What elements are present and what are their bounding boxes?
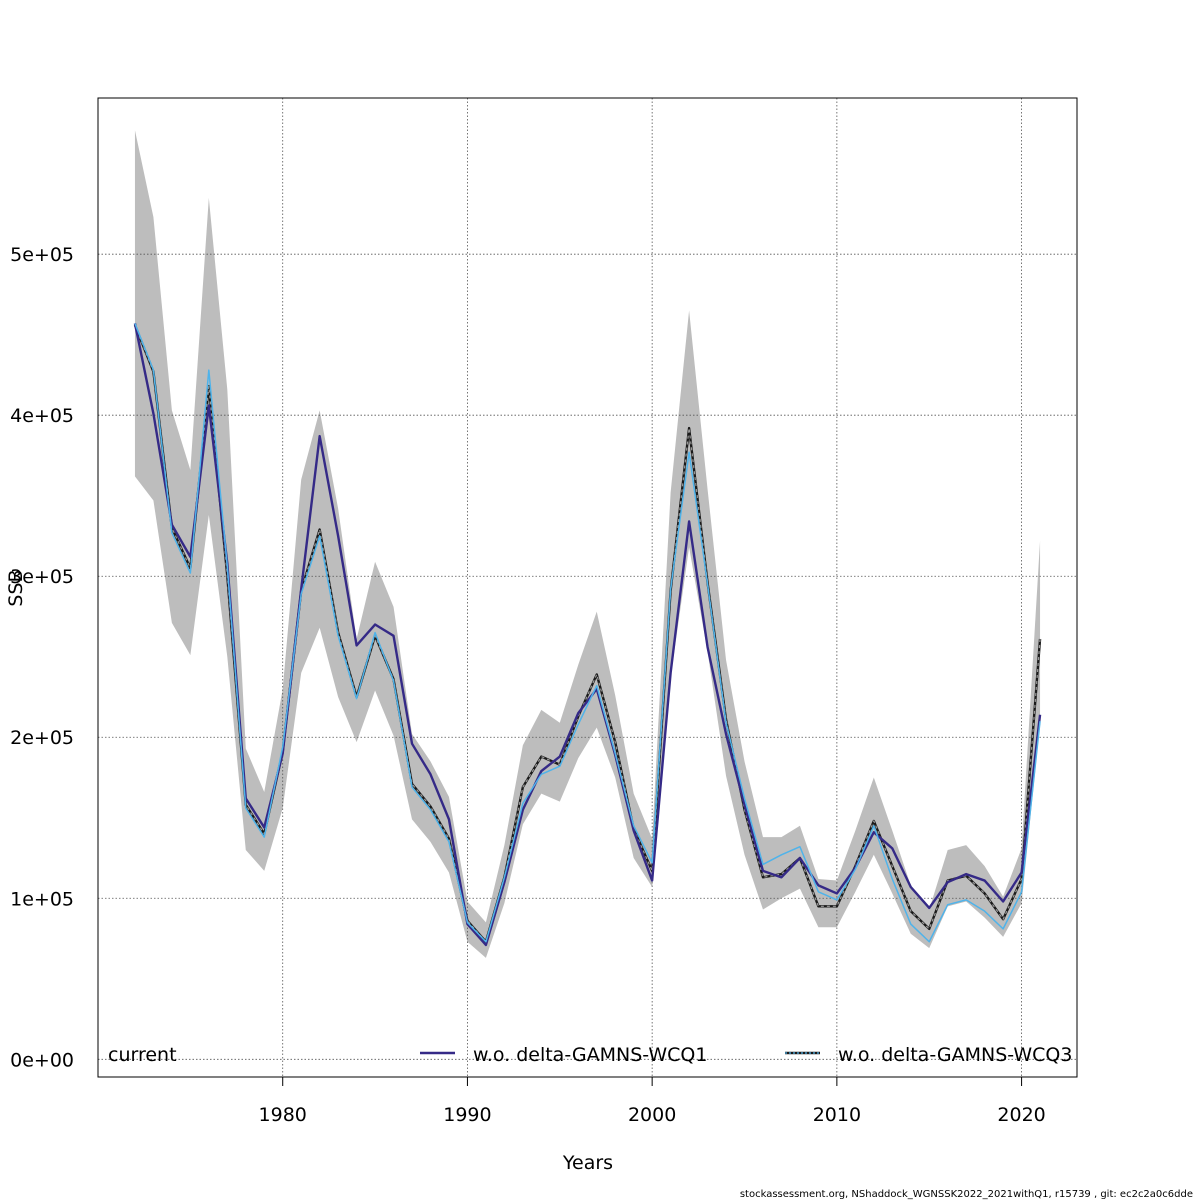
- legend-label-w-o-delta-gamns-wcq3: w.o. delta-GAMNS-WCQ3: [838, 1044, 1072, 1066]
- x-tick-label: 2010: [813, 1104, 861, 1126]
- plot-frame: [97, 97, 1078, 1078]
- x-tick-label: 2020: [997, 1104, 1045, 1126]
- y-tick-label: 0e+00: [10, 1049, 74, 1071]
- series-layer: [133, 323, 1042, 947]
- series-line-w-o-delta-gamns-wcq3: [134, 323, 1041, 943]
- footer-note: stockassessment.org, NShaddock_WGNSSK202…: [740, 1189, 1193, 1200]
- x-axis-title: Years: [562, 1152, 613, 1174]
- y-tick-label: 2e+05: [10, 727, 74, 749]
- y-tick-label: 5e+05: [10, 244, 74, 266]
- legend: current w.o. delta-GAMNS-WCQ1 w.o. delta-G…: [108, 1044, 1072, 1066]
- y-tick-label: 1e+05: [10, 888, 74, 910]
- x-tick-label: 2000: [628, 1104, 676, 1126]
- y-tick-label: 3e+05: [10, 566, 74, 588]
- x-tick-label: 1990: [443, 1104, 491, 1126]
- legend-label-current: current: [108, 1044, 177, 1066]
- x-tick-label: 1980: [259, 1104, 307, 1126]
- grid-layer: [98, 98, 1077, 1077]
- legend-label-w-o-delta-gamns-wcq1: w.o. delta-GAMNS-WCQ1: [473, 1044, 707, 1066]
- y-tick-label: 4e+05: [10, 405, 74, 427]
- y-axis-title: SSB: [5, 569, 27, 606]
- axis-layer: 1980 1990 2000 2010 2020 0e+00 1e+05 2e+05 3e+05…: [10, 244, 1046, 1126]
